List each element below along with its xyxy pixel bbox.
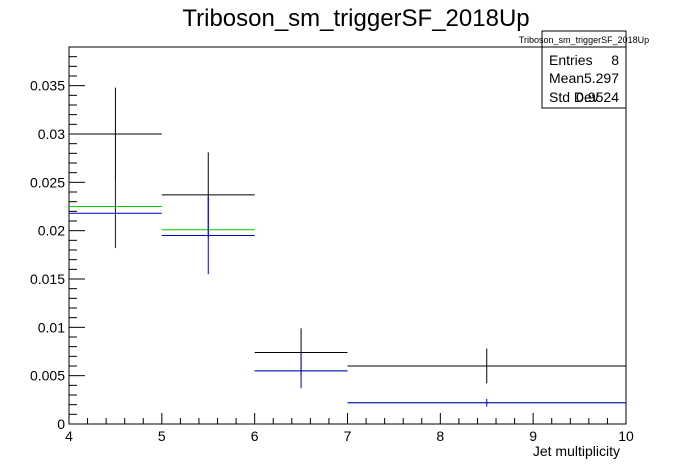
- y-tick-label: 0.02: [38, 223, 65, 239]
- stats-stddev-value: 0.9524: [576, 89, 619, 105]
- series-2: [69, 178, 626, 407]
- x-axis: 4 5 6 7 8 9 10: [65, 413, 634, 444]
- stats-entries-label: Entries: [549, 52, 593, 68]
- y-tick-label: 0.03: [38, 126, 65, 142]
- data-series-layer: [69, 87, 626, 407]
- y-tick-label: 0.005: [30, 368, 65, 384]
- y-tick-label: 0.035: [30, 78, 65, 94]
- chart-title: Triboson_sm_triggerSF_2018Up: [182, 5, 529, 32]
- y-tick-label: 0.01: [38, 319, 65, 335]
- x-tick-label: 5: [158, 428, 166, 444]
- stats-box-title: Triboson_sm_triggerSF_2018Up: [519, 35, 649, 45]
- x-tick-label: 9: [529, 428, 537, 444]
- x-tick-label: 4: [65, 428, 73, 444]
- x-tick-label: 6: [251, 428, 259, 444]
- y-tick-label: 0: [57, 416, 65, 432]
- x-tick-label: 7: [344, 428, 352, 444]
- x-axis-title: Jet multiplicity: [533, 443, 620, 459]
- y-tick-label: 0.015: [30, 271, 65, 287]
- stats-entries-value: 8: [611, 52, 619, 68]
- stats-mean-label: Mean: [549, 70, 584, 86]
- x-tick-label: 8: [436, 428, 444, 444]
- stats-box: Triboson_sm_triggerSF_2018Up Entries 8 M…: [519, 30, 649, 109]
- y-axis: 0 0.005 0.01 0.015 0.02 0.025 0.03 0.035: [30, 46, 85, 432]
- stats-box-frame: [541, 30, 627, 109]
- series-1: [69, 206, 626, 404]
- y-tick-label: 0.025: [30, 174, 65, 190]
- stats-mean-value: 5.297: [584, 70, 619, 86]
- stats-stddev-label: Std Dev: [549, 89, 599, 105]
- series-0: [69, 87, 626, 384]
- x-tick-label: 10: [618, 428, 634, 444]
